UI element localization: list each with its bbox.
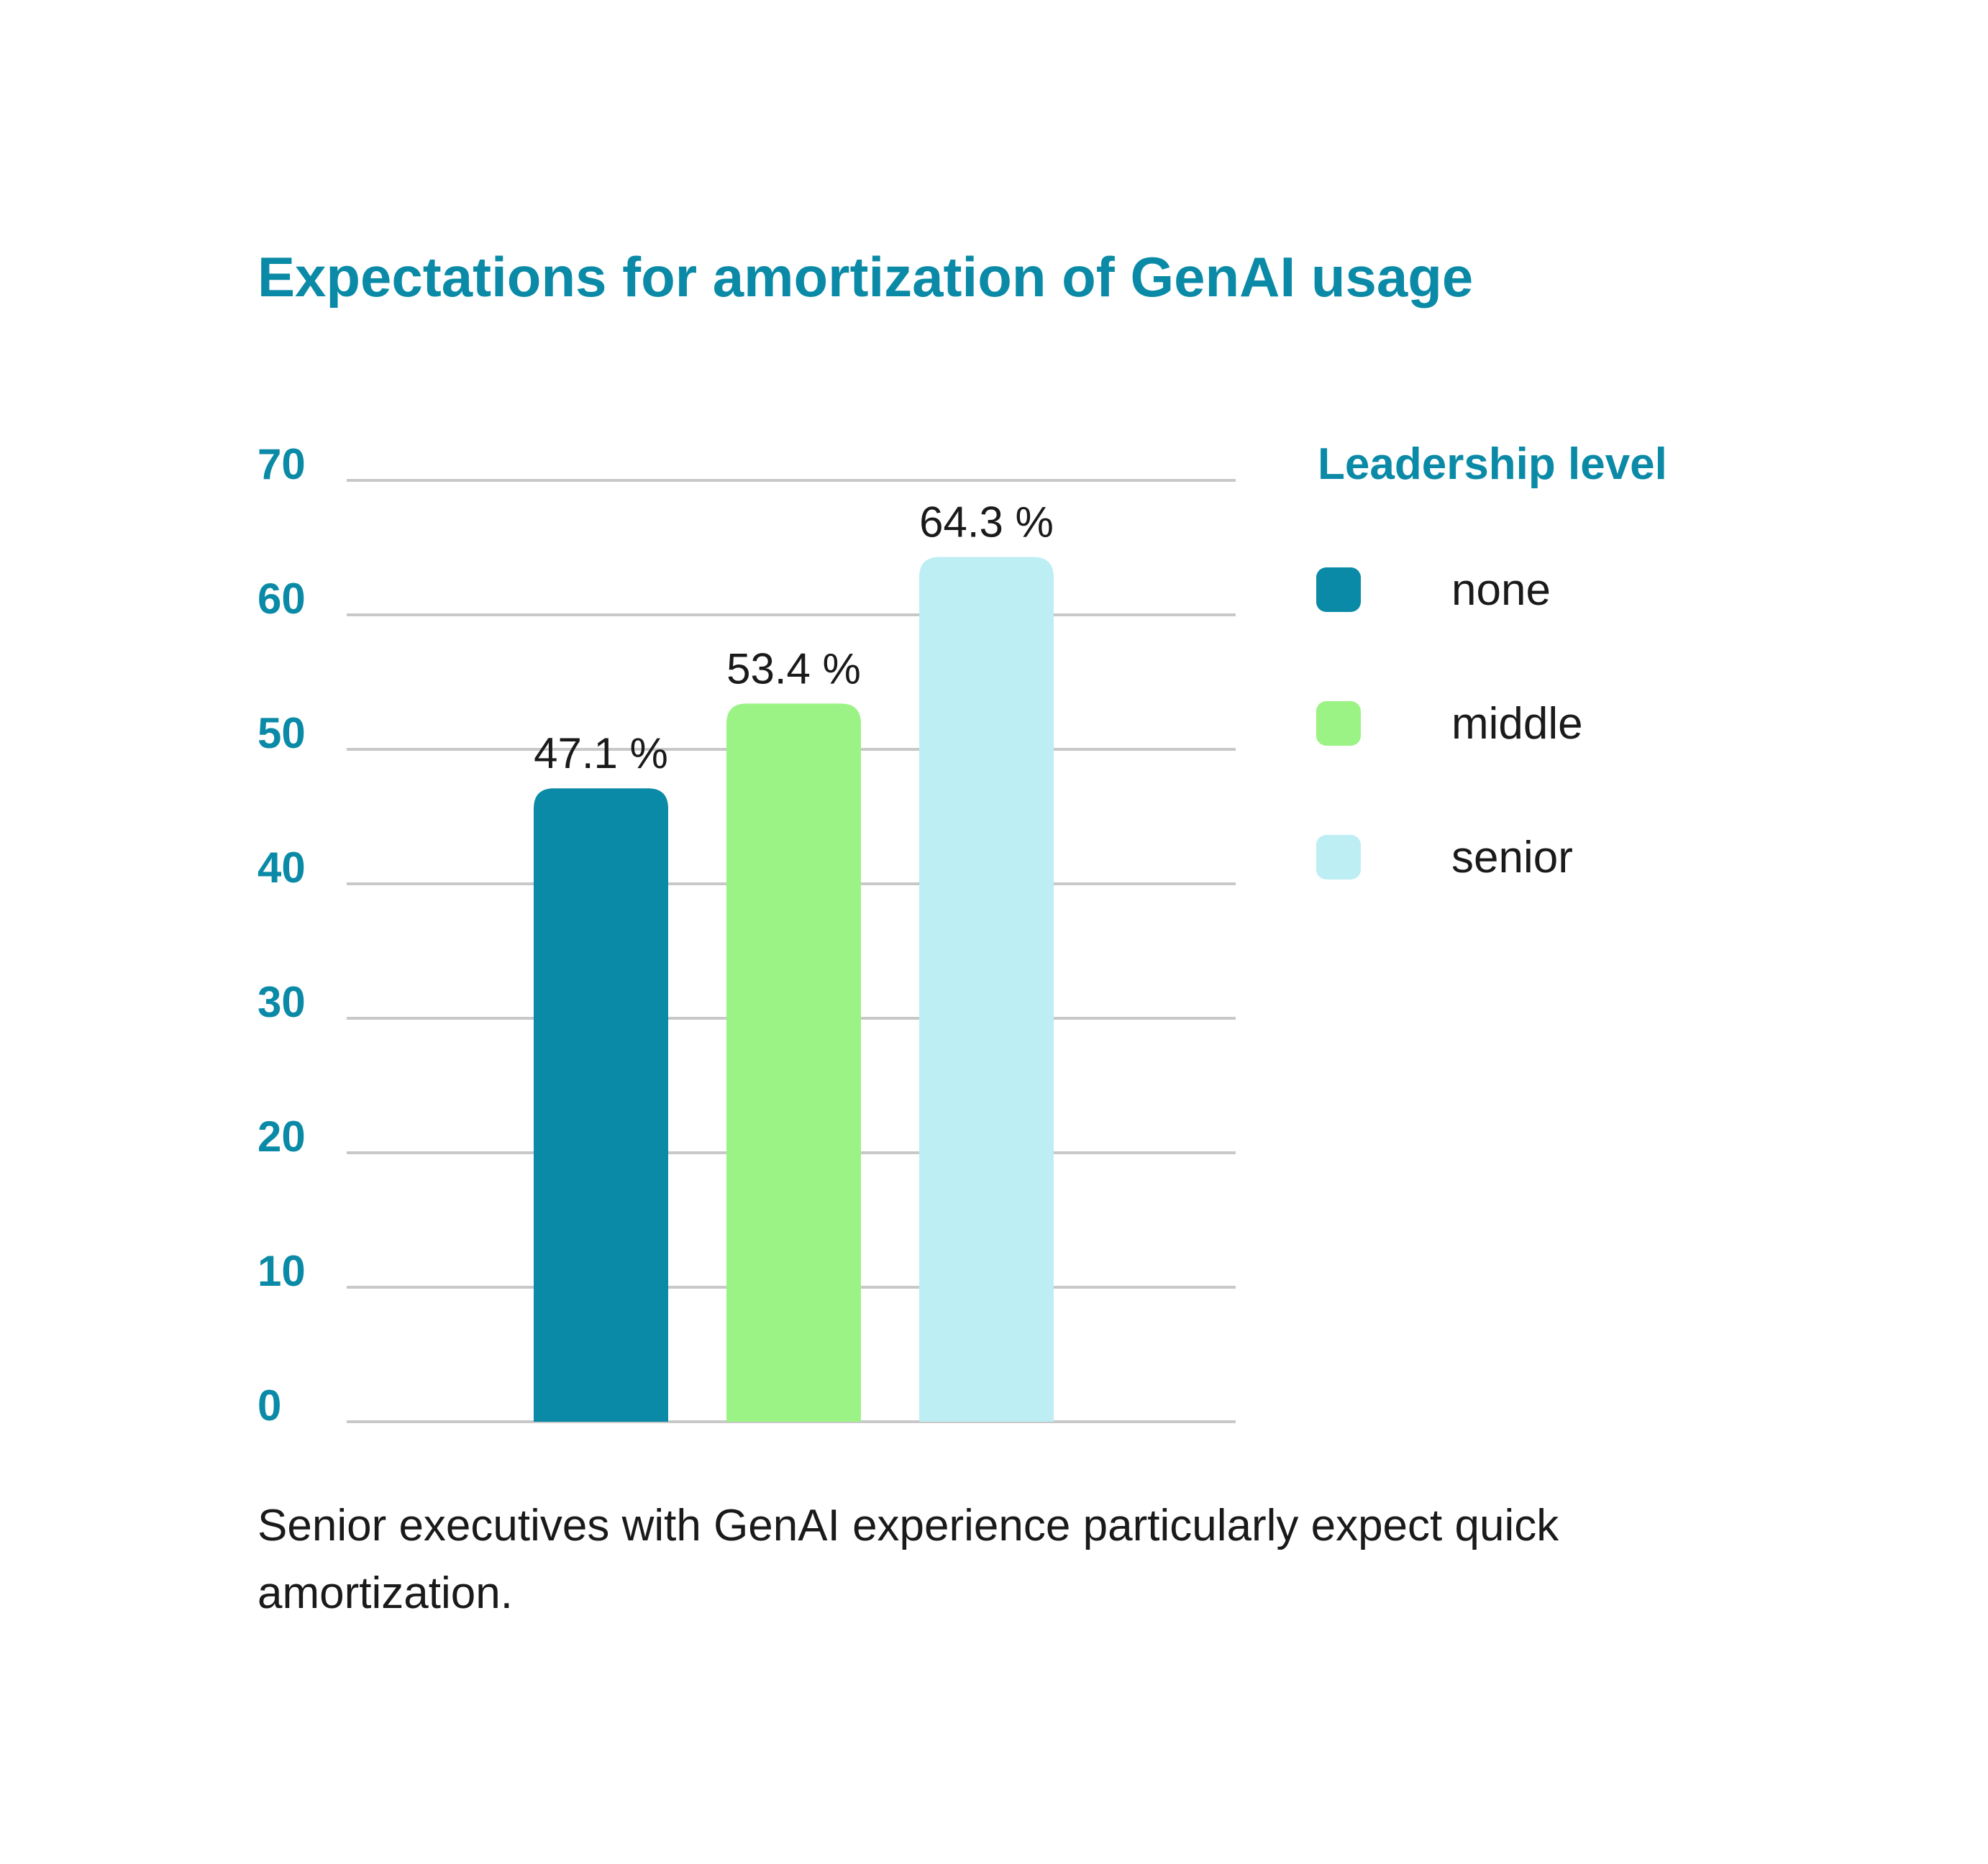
y-tick-label-30: 30 xyxy=(257,978,306,1026)
y-tick-label-40: 40 xyxy=(257,844,306,892)
legend-label-none: none xyxy=(1451,565,1551,615)
bar-senior xyxy=(919,557,1054,1422)
legend-label-middle: middle xyxy=(1451,698,1583,749)
data-label-senior: 64.3 % xyxy=(919,498,1054,547)
legend-swatch-senior xyxy=(1316,835,1361,880)
legend-title: Leadership level xyxy=(1318,439,1667,489)
data-label-none: 47.1 % xyxy=(534,729,668,777)
y-tick-label-70: 70 xyxy=(257,440,306,488)
bar-middle xyxy=(726,703,861,1422)
bar-none xyxy=(534,788,668,1422)
y-tick-label-0: 0 xyxy=(257,1381,281,1430)
legend-swatch-none xyxy=(1316,567,1361,612)
chart-caption: Senior executives with GenAI experience … xyxy=(257,1501,1559,1618)
y-tick-label-20: 20 xyxy=(257,1113,306,1161)
y-tick-label-10: 10 xyxy=(257,1247,306,1295)
legend-label-senior: senior xyxy=(1451,832,1573,882)
y-tick-label-50: 50 xyxy=(257,709,306,757)
legend-item-middle: middle xyxy=(1316,698,1583,749)
data-label-middle: 53.4 % xyxy=(726,644,861,693)
chart-title: Expectations for amortization of GenAI u… xyxy=(257,245,1474,309)
bar-chart: 0 10 20 30 40 50 60 70 47.1 % 53.4 % 64.3 % xyxy=(257,440,1236,1430)
y-tick-label-60: 60 xyxy=(257,575,306,623)
legend-item-senior: senior xyxy=(1316,832,1573,882)
legend-item-none: none xyxy=(1316,565,1551,615)
legend-swatch-middle xyxy=(1316,701,1361,746)
